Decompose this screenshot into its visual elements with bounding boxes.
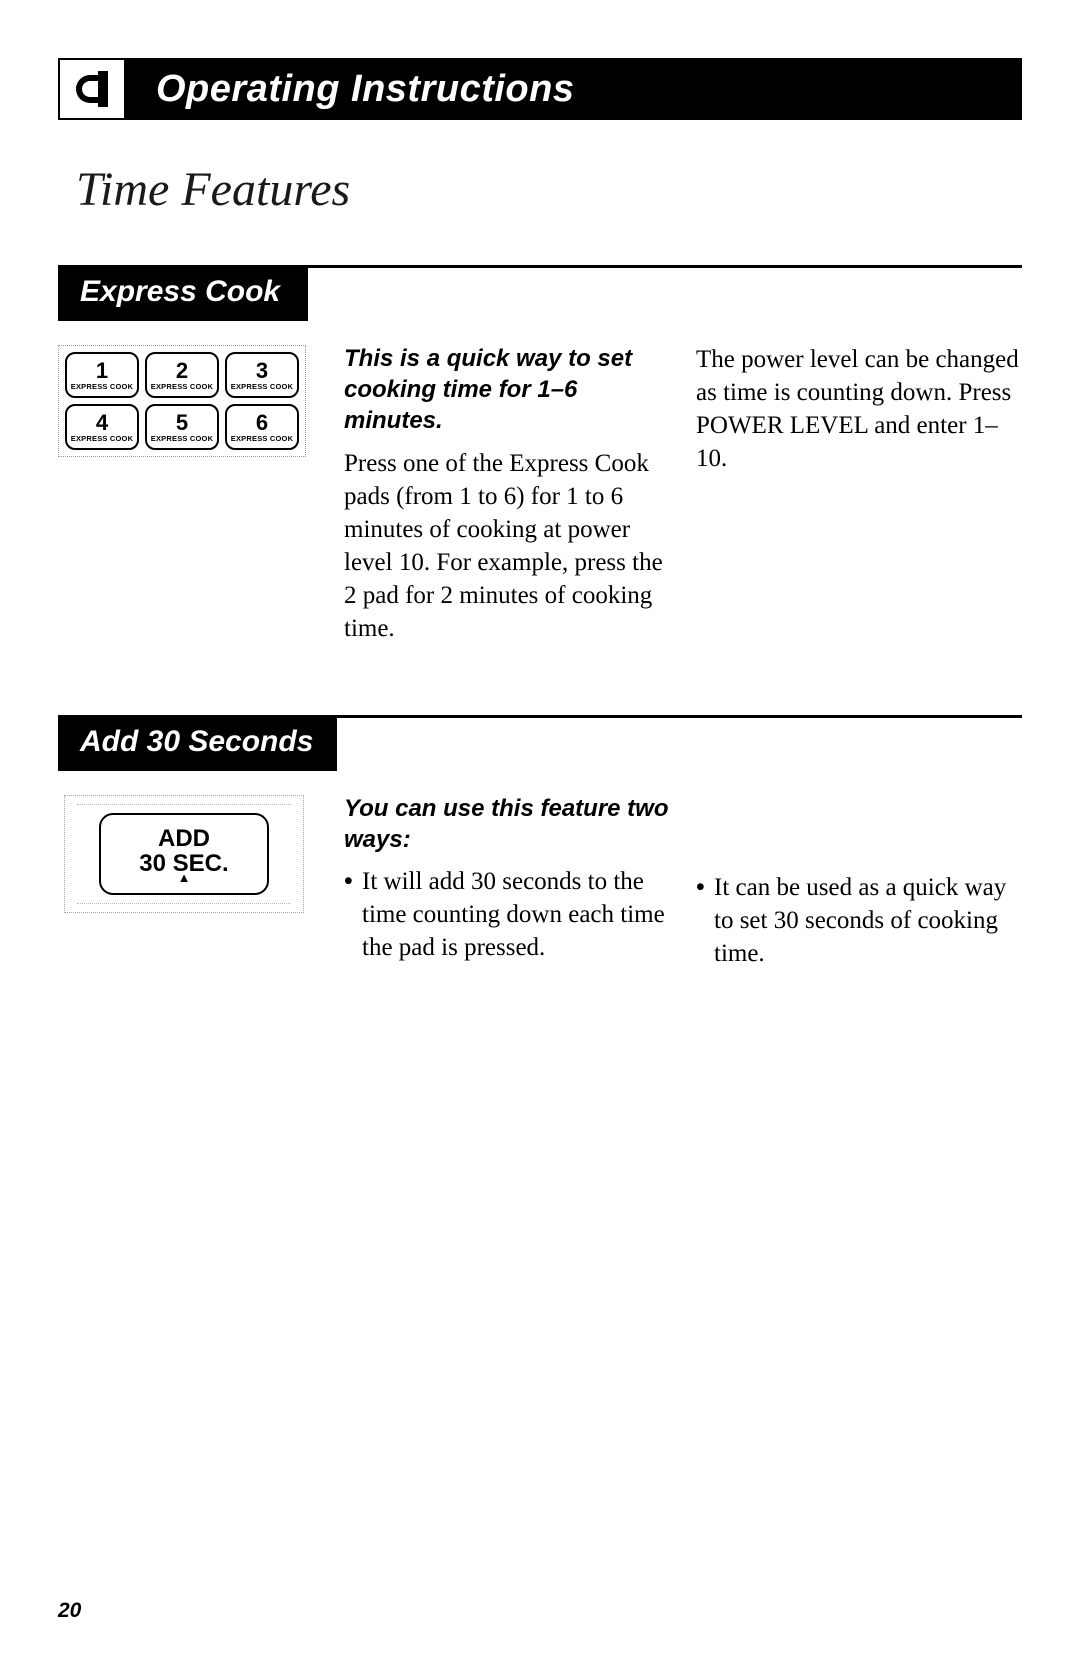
add30-line1: ADD <box>158 826 210 851</box>
key-number: 3 <box>256 360 268 382</box>
page-number: 20 <box>58 1599 81 1623</box>
bullet-icon: • <box>696 871 714 970</box>
section-express-tab-row: Express Cook <box>58 265 1022 321</box>
spacer <box>696 793 1022 865</box>
add30-bullet-right: • It can be used as a quick way to set 3… <box>696 871 1022 970</box>
section-add30-tab-row: Add 30 Seconds <box>58 715 1022 771</box>
express-intro: This is a quick way to set cooking time … <box>344 343 670 437</box>
express-key-5[interactable]: 5 EXPRESS COOK <box>145 404 219 450</box>
express-key-1[interactable]: 1 EXPRESS COOK <box>65 352 139 398</box>
express-key-6[interactable]: 6 EXPRESS COOK <box>225 404 299 450</box>
section-divider <box>308 265 1022 268</box>
add30-bullet-left: • It will add 30 seconds to the time cou… <box>344 865 670 964</box>
add30-right-col: • It can be used as a quick way to set 3… <box>696 793 1022 970</box>
express-keypad: 1 EXPRESS COOK 2 EXPRESS COOK 3 EXPRESS … <box>65 352 299 450</box>
express-right-col: The power level can be changed as time i… <box>696 343 1022 645</box>
key-number: 4 <box>96 412 108 434</box>
add30-bullet-right-text: It can be used as a quick way to set 30 … <box>714 871 1022 970</box>
keypad-panel: 1 EXPRESS COOK 2 EXPRESS COOK 3 EXPRESS … <box>58 345 306 457</box>
express-keypad-col: 1 EXPRESS COOK 2 EXPRESS COOK 3 EXPRESS … <box>58 343 318 645</box>
up-arrow-icon: ▲ <box>178 875 191 882</box>
express-body: Press one of the Express Cook pads (from… <box>344 447 670 645</box>
express-body-right: The power level can be changed as time i… <box>696 343 1022 475</box>
header-title: Operating Instructions <box>156 68 574 111</box>
add30-columns: ADD 30 SEC. ▲ You can use this feature t… <box>58 793 1022 970</box>
express-mid-col: This is a quick way to set cooking time … <box>344 343 670 645</box>
add30-button[interactable]: ADD 30 SEC. ▲ <box>99 813 269 895</box>
add30-mid-col: You can use this feature two ways: • It … <box>344 793 670 970</box>
add30-intro: You can use this feature two ways: <box>344 793 670 855</box>
key-label: EXPRESS COOK <box>71 383 133 391</box>
express-columns: 1 EXPRESS COOK 2 EXPRESS COOK 3 EXPRESS … <box>58 343 1022 645</box>
key-label: EXPRESS COOK <box>231 435 293 443</box>
key-label: EXPRESS COOK <box>71 435 133 443</box>
add30-bullet-left-text: It will add 30 seconds to the time count… <box>362 865 670 964</box>
page-title: Time Features <box>76 162 1022 217</box>
key-number: 2 <box>176 360 188 382</box>
tab-indicator-icon <box>58 58 126 120</box>
add30-graphic-col: ADD 30 SEC. ▲ <box>58 793 318 970</box>
express-key-3[interactable]: 3 EXPRESS COOK <box>225 352 299 398</box>
header-row: Operating Instructions <box>58 58 1022 120</box>
key-label: EXPRESS COOK <box>151 435 213 443</box>
express-key-2[interactable]: 2 EXPRESS COOK <box>145 352 219 398</box>
key-number: 5 <box>176 412 188 434</box>
express-key-4[interactable]: 4 EXPRESS COOK <box>65 404 139 450</box>
key-number: 1 <box>96 360 108 382</box>
key-label: EXPRESS COOK <box>151 383 213 391</box>
header-bar: Operating Instructions <box>124 58 1022 120</box>
key-number: 6 <box>256 412 268 434</box>
section-divider <box>337 715 1022 718</box>
add30-panel: ADD 30 SEC. ▲ <box>64 795 304 913</box>
section-tab-express: Express Cook <box>58 265 308 321</box>
section-tab-add30: Add 30 Seconds <box>58 715 337 771</box>
bullet-icon: • <box>344 865 362 964</box>
key-label: EXPRESS COOK <box>231 383 293 391</box>
